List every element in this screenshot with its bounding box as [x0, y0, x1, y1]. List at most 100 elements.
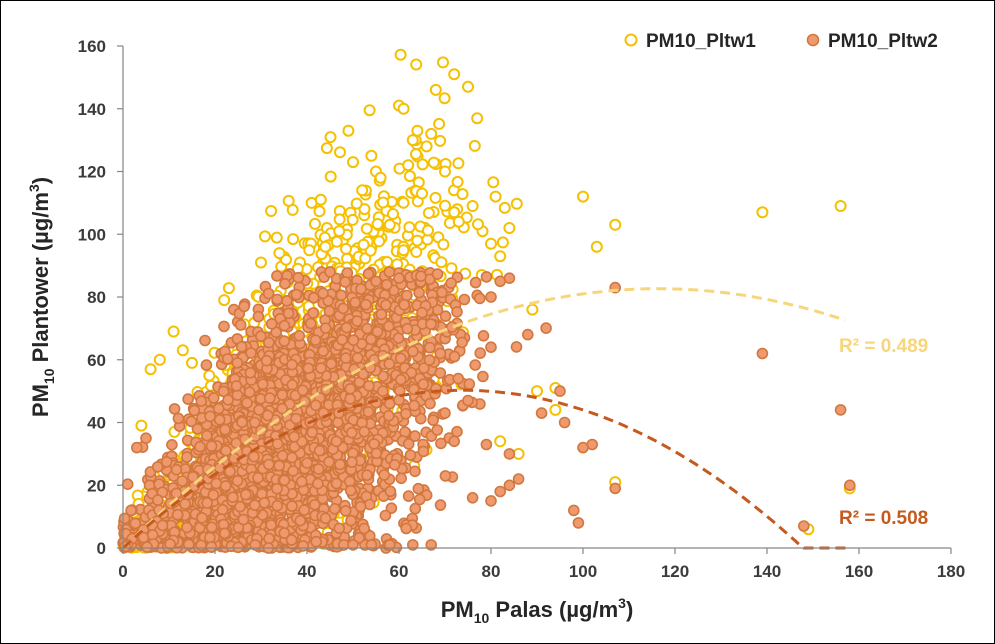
series1-point [429, 83, 442, 96]
series2-point [332, 416, 344, 429]
series1-point [510, 197, 523, 210]
series1-point [531, 385, 543, 398]
series2-point [448, 350, 461, 363]
x-tick-label: 120 [661, 562, 689, 581]
x-tick-label: 0 [118, 562, 127, 581]
series2-point [205, 440, 218, 452]
series1-point [489, 190, 502, 203]
series1-point [427, 156, 440, 169]
series2-point [220, 444, 232, 457]
series2-point [271, 293, 283, 306]
series2-point [412, 482, 425, 495]
series1-point [186, 356, 198, 369]
x-tick-label: 60 [390, 562, 409, 581]
series2-point [416, 306, 428, 319]
series2-point [337, 302, 350, 315]
series2-point [276, 402, 289, 415]
x-tick-label: 160 [845, 562, 873, 581]
series1-point [485, 237, 497, 250]
series2-point [210, 477, 222, 490]
series2-point [245, 347, 257, 359]
series2-point [431, 268, 444, 280]
x-tick-label: 140 [753, 562, 781, 581]
series2-point [445, 277, 457, 289]
series2-point [263, 336, 275, 349]
series2-point [535, 407, 548, 419]
series2-point [271, 438, 284, 450]
series2-point [325, 357, 338, 370]
series1-point [425, 127, 438, 140]
series2-point [261, 409, 274, 422]
series1-point [387, 208, 399, 220]
series2-point [315, 362, 327, 374]
series2-point [339, 505, 352, 517]
series2-point [294, 514, 307, 527]
series2-point [236, 416, 248, 429]
series2-point [382, 409, 395, 422]
series1-point [577, 190, 589, 203]
legend-marker-series2 [806, 33, 820, 47]
series2-point [462, 394, 474, 407]
series2-point [237, 513, 250, 526]
series2-point [276, 449, 289, 462]
series1-point [494, 435, 507, 448]
series1-point [222, 282, 235, 295]
x-tick-label: 100 [569, 562, 597, 581]
series1-point [324, 170, 337, 183]
series2-point [383, 266, 396, 278]
series2-point [232, 541, 244, 554]
series2-point [330, 477, 343, 490]
series2-point [278, 474, 291, 487]
series2-point [263, 392, 276, 404]
series2-point [370, 447, 383, 460]
series1-point [410, 58, 423, 71]
series2-point [199, 334, 211, 347]
series1-point [176, 344, 189, 357]
series2-point [170, 463, 183, 476]
series1-point [313, 205, 326, 218]
series2-point [218, 527, 231, 540]
series1-point [462, 80, 474, 93]
series2-point [216, 503, 229, 516]
series1-point [309, 217, 321, 230]
series2-point [540, 322, 552, 334]
series2-point [363, 380, 375, 392]
series2-point [328, 502, 341, 515]
series2-point [469, 359, 482, 371]
series1-point [487, 176, 500, 189]
series2-point [400, 407, 412, 420]
series2-point [400, 522, 413, 535]
series2-point [521, 328, 534, 341]
series1-point [494, 250, 507, 263]
series2-point [182, 393, 194, 405]
series1-point [153, 353, 166, 366]
series1-point [402, 159, 415, 172]
y-tick-label: 60 [87, 351, 106, 370]
x-axis-title: PM10 Palas (µg/m3) [441, 595, 634, 626]
series2-point [375, 308, 388, 321]
series2-point [339, 352, 352, 364]
series2-point [368, 438, 380, 450]
y-axis-title: PM10 Plantower (µg/m3) [26, 177, 57, 417]
legend-label-series1: PM10_Pltw1 [646, 31, 756, 52]
series2-point [382, 320, 395, 333]
series1-point [609, 218, 622, 231]
series2-point [234, 319, 247, 331]
series2-point [572, 517, 585, 529]
series2-point [312, 463, 325, 475]
series1-point [410, 148, 422, 161]
series1-point [448, 206, 461, 219]
series2-point [480, 271, 493, 283]
series1-point [350, 197, 363, 210]
series2-point [385, 502, 398, 515]
series2-point [263, 532, 275, 545]
series2-point [279, 277, 291, 290]
series1-point [422, 207, 435, 219]
series1-point [377, 196, 390, 209]
r2-label-series2: R² = 0.508 [839, 508, 928, 529]
series2-point [458, 293, 471, 306]
series2-point [361, 469, 373, 482]
series1-point [503, 222, 516, 234]
series1-point [218, 294, 231, 307]
